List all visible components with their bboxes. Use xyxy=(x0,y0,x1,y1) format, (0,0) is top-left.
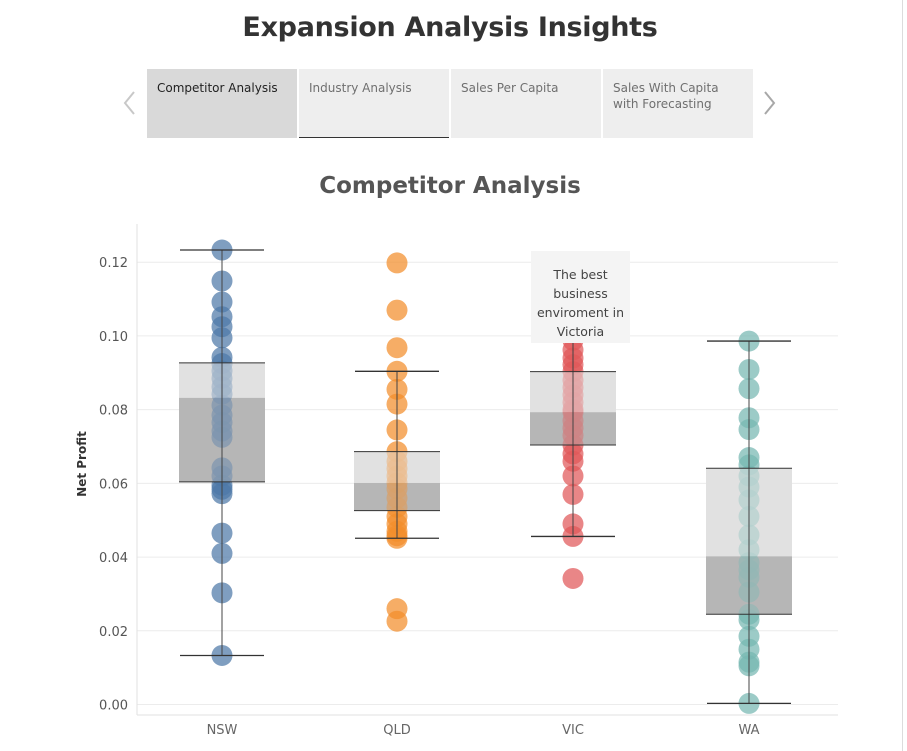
annotation-text: The best business enviroment in Victoria xyxy=(536,267,625,339)
y-tick-label: 0.04 xyxy=(99,551,128,566)
chevron-right-icon[interactable] xyxy=(763,88,777,118)
data-point-QLD xyxy=(386,299,408,321)
tab-industry-analysis[interactable]: Industry Analysis xyxy=(299,69,449,138)
frame-edge xyxy=(902,0,903,751)
page-title: Expansion Analysis Insights xyxy=(242,12,658,43)
y-tick-label: 0.12 xyxy=(99,256,128,271)
y-axis-label: Net Profit xyxy=(75,431,89,497)
y-tick-label: 0.08 xyxy=(99,404,128,419)
data-point-QLD xyxy=(386,610,408,632)
x-tick-label: NSW xyxy=(207,723,238,738)
y-tick-label: 0.02 xyxy=(99,625,128,640)
data-point-QLD xyxy=(386,337,408,359)
chart-title: Competitor Analysis xyxy=(319,173,581,199)
data-point-QLD xyxy=(386,252,408,274)
x-tick-label: VIC xyxy=(562,723,584,738)
y-tick-label: 0.10 xyxy=(99,330,128,345)
x-tick-label: WA xyxy=(738,723,759,738)
tab-label: Industry Analysis xyxy=(309,81,412,95)
chevron-left-icon[interactable] xyxy=(122,88,136,118)
tab-label: Sales Per Capita xyxy=(461,81,559,95)
x-tick-label: QLD xyxy=(383,723,411,738)
y-tick-label: 0.00 xyxy=(99,699,128,714)
vic-annotation-tooltip: The best business enviroment in Victoria xyxy=(531,251,630,343)
tab-sales-with-capita-forecasting[interactable]: Sales With Capita with Forecasting xyxy=(603,69,753,138)
tab-competitor-analysis[interactable]: Competitor Analysis xyxy=(147,69,297,138)
tab-sales-per-capita[interactable]: Sales Per Capita xyxy=(451,69,601,138)
tab-label: Competitor Analysis xyxy=(157,81,278,95)
data-point-VIC xyxy=(562,567,584,589)
tab-label: Sales With Capita with Forecasting xyxy=(613,81,719,111)
y-tick-label: 0.06 xyxy=(99,477,128,492)
